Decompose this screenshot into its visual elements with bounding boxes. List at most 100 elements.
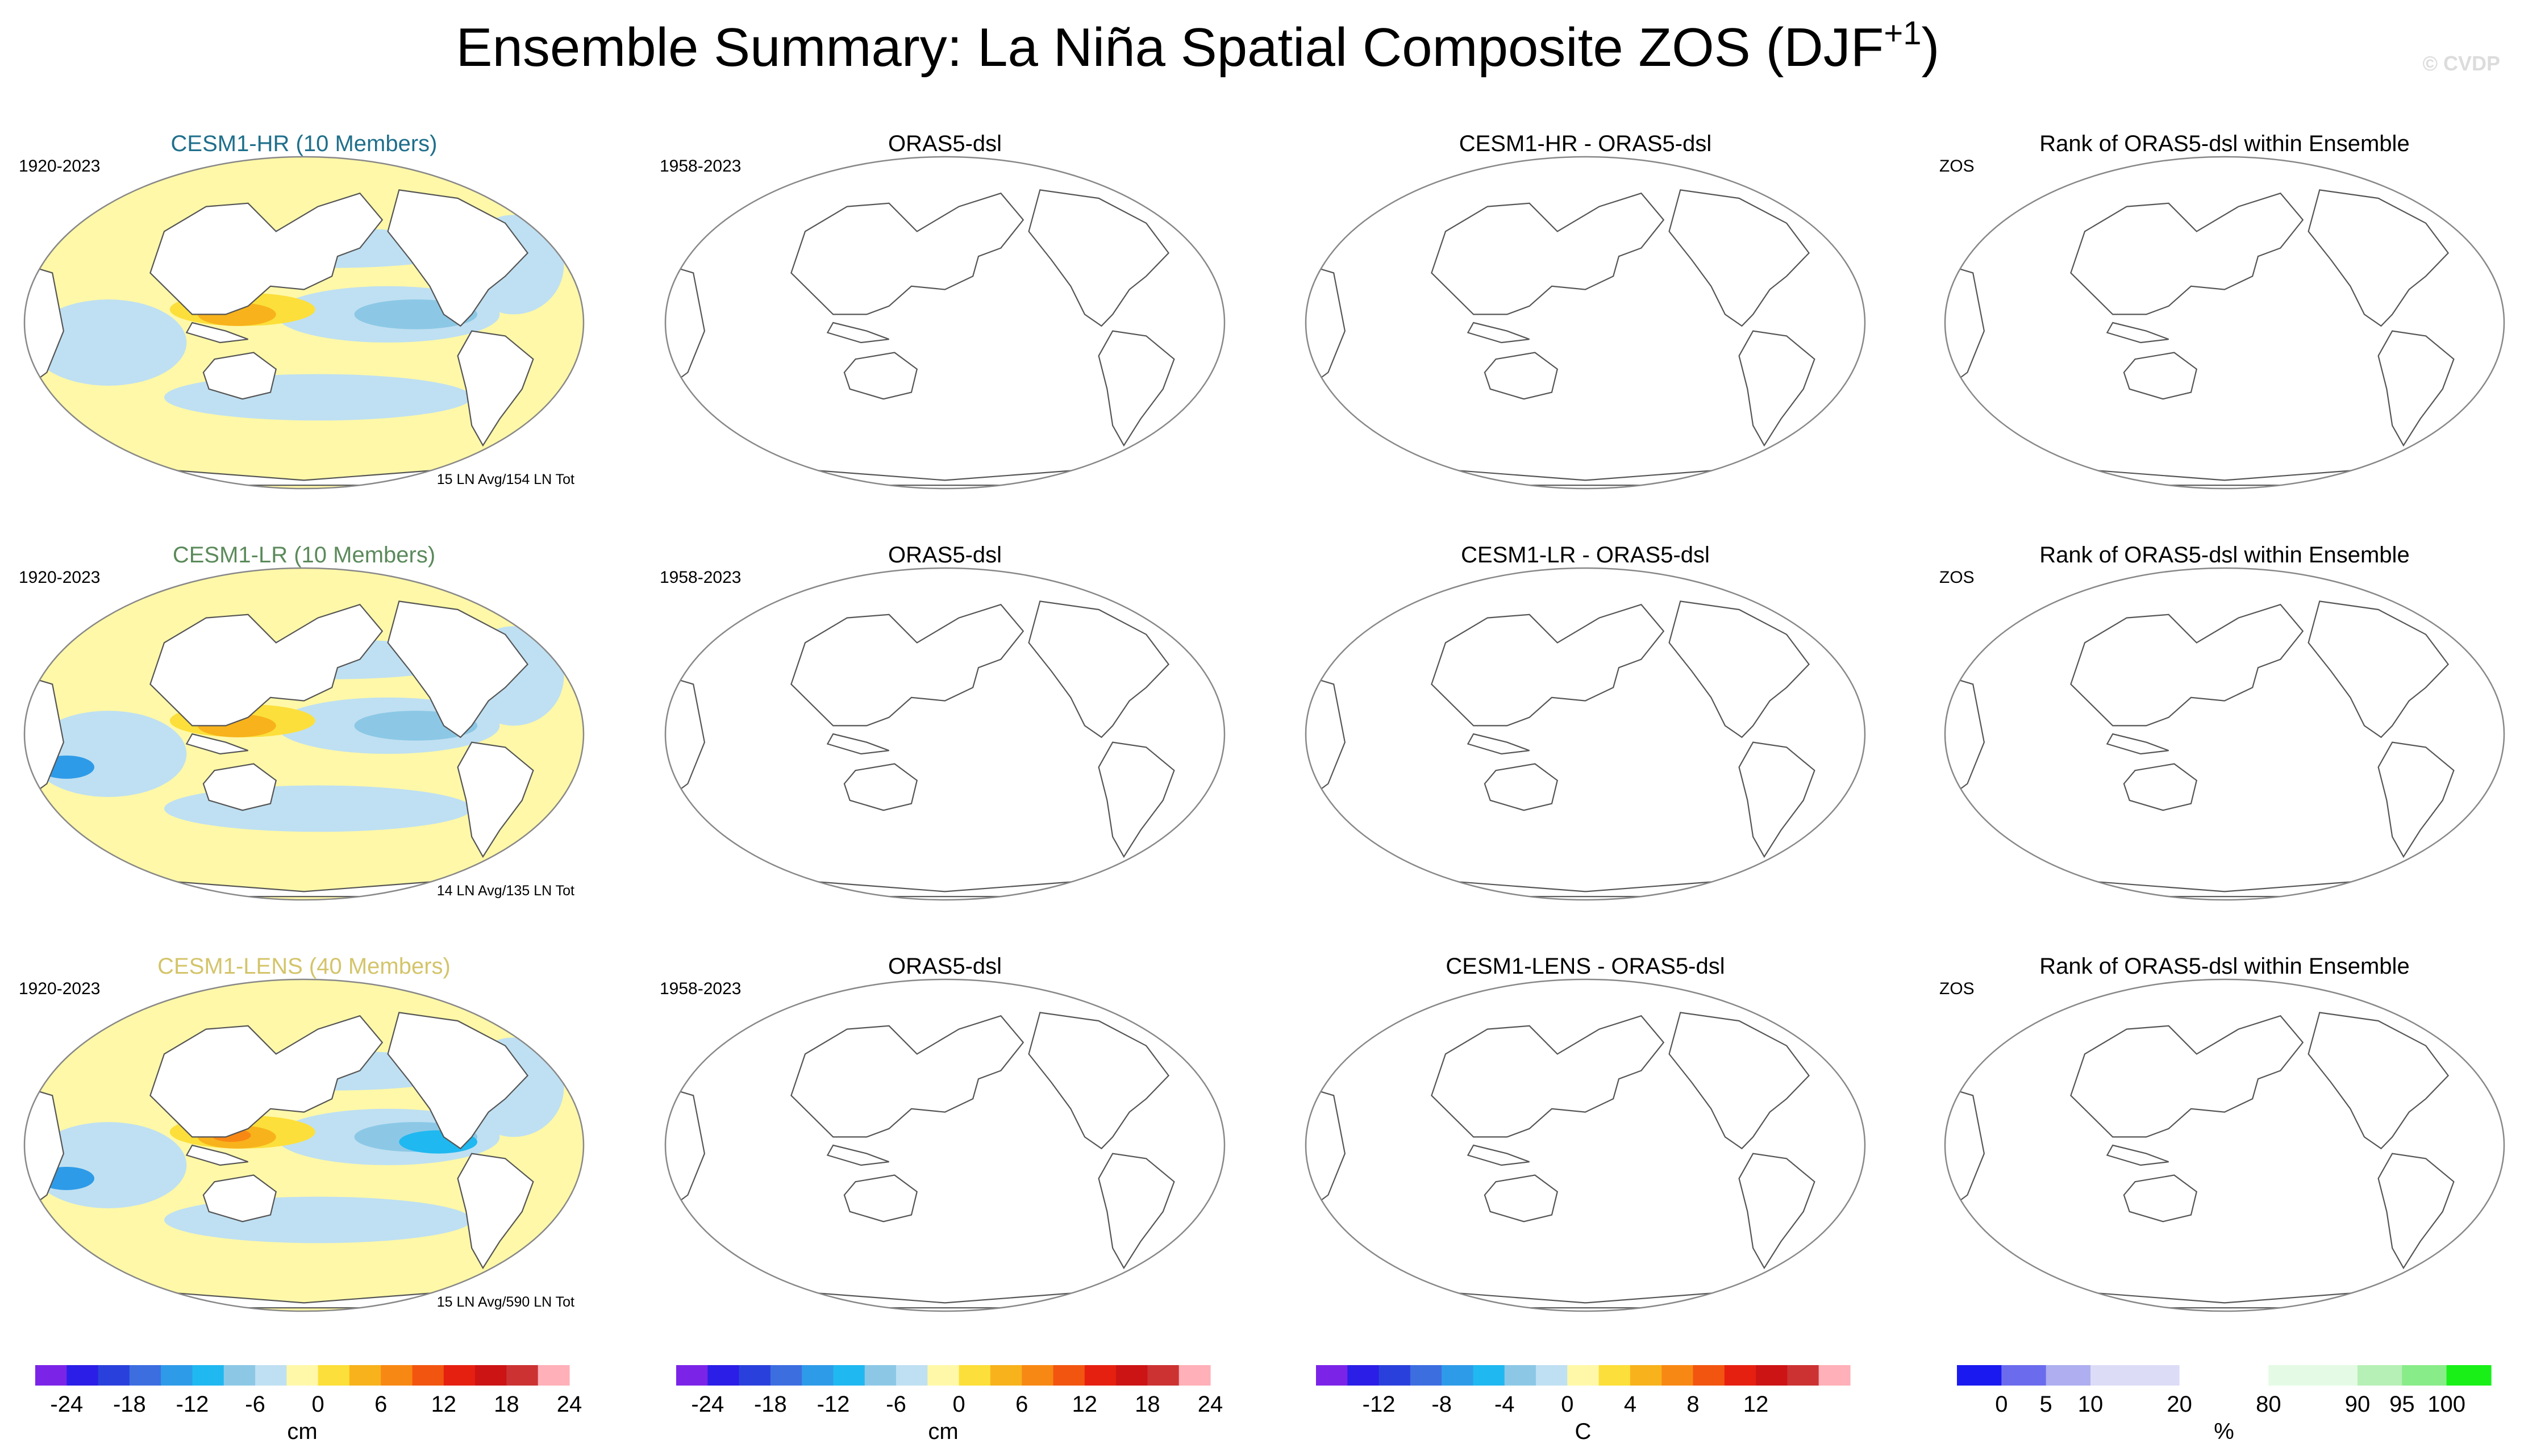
colorbar-tick: 10 [2078,1392,2104,1417]
map-area [665,176,1175,486]
colorbar-swatch [1598,1365,1631,1386]
continent-indonesia [826,1144,889,1166]
continent-indonesia [185,733,248,755]
map-panel: CESM1-HR - ORAS5-dsl [1305,131,1866,490]
colorbar-label: cm [928,1419,958,1444]
continent-samerica [1098,741,1175,858]
continent-australia [843,763,918,811]
continent-namerica [1028,600,1170,739]
continent-australia [2123,1174,2198,1223]
map-area [24,568,584,900]
map-area [24,979,584,1311]
colorbar-tick: -12 [817,1392,850,1417]
colorbar-swatch [959,1365,991,1386]
map-border [1944,156,2505,490]
continent-australia [202,352,277,400]
colorbar-swatch [739,1365,771,1386]
colorbar-swatch [98,1365,130,1386]
colorbar-swatch [129,1365,161,1386]
continent-africa [1945,675,1985,802]
panel-title: Rank of ORAS5-dsl within Ensemble [2039,543,2409,568]
colorbar-label: cm [287,1419,317,1444]
continent-africa [665,675,706,802]
continent-africa [1945,1086,1985,1213]
continent-namerica [2308,1012,2450,1150]
continent-namerica [1028,189,1170,327]
colorbar-swatch [1347,1365,1380,1386]
colorbar-swatch [864,1365,897,1386]
colorbar-swatch [927,1365,960,1386]
map-border [1305,978,1866,1312]
continent-namerica [2308,189,2450,327]
map-area [1945,176,2455,486]
colorbar-tick: 8 [1686,1392,1699,1417]
colorbar-swatch [1116,1365,1148,1386]
continent-namerica [2308,600,2450,739]
map-border [664,156,1226,490]
map-area [1306,998,1815,1309]
continent-indonesia [1467,733,1530,755]
colorbar-swatch [2446,1365,2492,1386]
colorbar-swatch [1536,1365,1568,1386]
colorbar-tick: 4 [1624,1392,1636,1417]
colorbar-swatch [1693,1365,1725,1386]
colorbar-tick: -4 [1494,1392,1515,1417]
panel-title: Rank of ORAS5-dsl within Ensemble [2039,954,2409,979]
colorbar-swatch [2358,1365,2402,1386]
colorbar-tick: 12 [1743,1392,1769,1417]
colorbar-tick: 90 [2345,1392,2371,1417]
colorbar-swatch [1504,1365,1536,1386]
continent-antarctica [2029,465,2421,486]
colorbar: 0 5 10 20 80 90 95 100% [1957,1365,2492,1444]
continent-indonesia [185,322,248,344]
continent-antarctica [2029,876,2421,898]
colorbar-swatch [412,1365,444,1386]
map-area [24,157,584,489]
panel-title: CESM1-LENS (40 Members) [157,954,451,979]
continent-samerica [1738,330,1815,447]
title-superscript: +1 [1884,15,1921,52]
continent-indonesia [2106,733,2169,755]
continent-australia [1484,1174,1559,1223]
colorbar-swatch [2268,1365,2314,1386]
colorbar-tick: -24 [691,1392,724,1417]
map-border [1305,156,1866,490]
colorbar-swatch [2313,1365,2358,1386]
colorbar-tick: 5 [2040,1392,2052,1417]
continent-asia [790,603,1024,727]
map-border [664,978,1226,1312]
colorbar-swatch [770,1365,802,1386]
map-area [665,587,1175,898]
panel-title: CESM1-LR - ORAS5-dsl [1461,543,1710,568]
continent-asia [2070,1015,2304,1138]
colorbar-tick: 20 [2167,1392,2192,1417]
colorbar-swatch [1053,1365,1085,1386]
panel-title: ORAS5-dsl [888,954,1002,979]
colorbar-swatch [1787,1365,1819,1386]
colorbar-swatch [1022,1365,1054,1386]
colorbar-swatch [35,1365,67,1386]
colorbar-tick: 24 [1198,1392,1223,1417]
map-area [1306,176,1815,486]
colorbar-label: % [2214,1419,2234,1444]
colorbar-swatch [2135,1365,2180,1386]
map-panel: CESM1-LENS - ORAS5-dsl [1305,954,1866,1312]
map-border [23,567,585,901]
colorbar-tick: 12 [431,1392,457,1417]
map-border [1944,978,2505,1312]
colorbar-swatch [1724,1365,1756,1386]
colorbar-swatch [833,1365,865,1386]
continent-asia [149,603,384,727]
colorbar-tick: 0 [953,1392,965,1417]
panel-title: CESM1-LR (10 Members) [173,543,435,568]
colorbar-swatch [1818,1365,1851,1386]
colorbar-tick: 80 [2256,1392,2281,1417]
panel-period-label: 1920-2023 [19,568,100,587]
map-border [23,978,585,1312]
continent-asia [790,1015,1024,1138]
continent-namerica [1028,1012,1170,1150]
colorbar-swatch [1661,1365,1694,1386]
figure-title: Ensemble Summary: La Niña Spatial Compos… [456,15,1940,78]
map-panel: ORAS5-dsl 1958-2023 [660,954,1226,1312]
colorbar-tick: 18 [494,1392,519,1417]
